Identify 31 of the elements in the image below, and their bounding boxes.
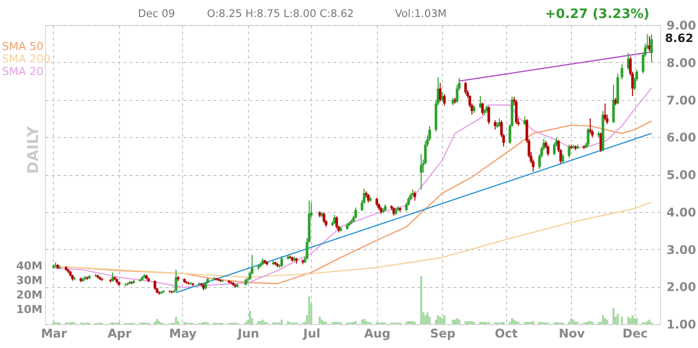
y-tick-label: 2.00 bbox=[666, 280, 696, 294]
x-tick-label: Dec bbox=[622, 326, 648, 340]
x-tick-label: Aug bbox=[364, 326, 391, 340]
y-tick-label: 6.00 bbox=[666, 130, 696, 145]
x-tick-label: Jun bbox=[236, 326, 260, 340]
x-tick-label: Oct bbox=[494, 326, 518, 340]
y-tick-label: 9.00 bbox=[666, 18, 696, 32]
x-tick-label: Sep bbox=[430, 326, 456, 340]
text: SMA 50 bbox=[2, 40, 44, 53]
y2-tick-label: 30M bbox=[16, 274, 42, 287]
y2-tick-label: 20M bbox=[16, 288, 42, 302]
text: SMA 200 bbox=[2, 52, 50, 66]
text: O:8.25 H:8.75 L:8.00 C:8.62 bbox=[207, 8, 354, 20]
text: +0.27 (3.23%) bbox=[545, 7, 650, 22]
y-tick-label: 4.00 bbox=[666, 205, 696, 220]
x-tick-label: Mar bbox=[40, 326, 68, 340]
text: 8.62 bbox=[665, 31, 694, 45]
y-tick-label: 7.00 bbox=[666, 93, 696, 108]
y-tick-label: 3.00 bbox=[666, 242, 696, 257]
x-tick-label: Jul bbox=[302, 326, 320, 340]
text: SMA 20 bbox=[2, 65, 44, 78]
text: Vol:1.03M bbox=[395, 8, 447, 20]
y-tick-label: 1.00 bbox=[666, 318, 696, 332]
x-tick-label: Nov bbox=[558, 326, 585, 340]
y-tick-label: 8.00 bbox=[666, 56, 696, 70]
x-tick-label: May bbox=[169, 326, 197, 340]
y2-tick-label: 10M bbox=[16, 302, 42, 316]
y-tick-label: 5.00 bbox=[666, 168, 696, 182]
y2-tick-label: 40M bbox=[16, 259, 42, 272]
text: Dec 09 bbox=[138, 8, 176, 20]
x-tick-label: Apr bbox=[108, 326, 132, 340]
